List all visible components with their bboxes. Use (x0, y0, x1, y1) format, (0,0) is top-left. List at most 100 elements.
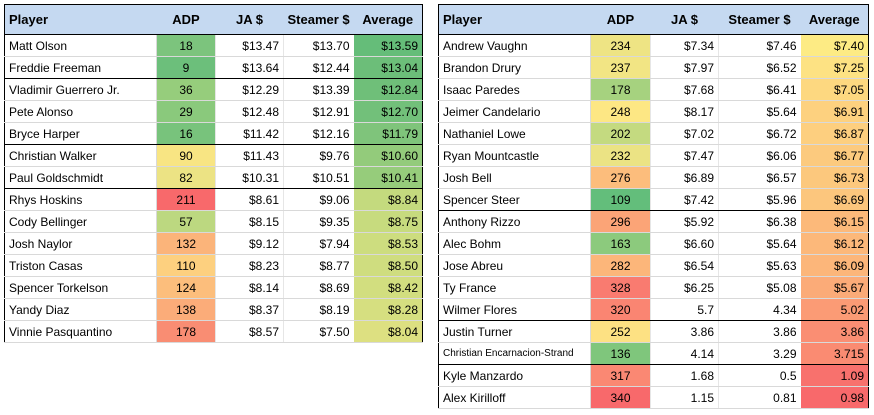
steamer-value-cell: $7.94 (283, 232, 354, 255)
table-row: Andrew Vaughn 234 $7.34 $7.46 $7.40 (438, 34, 869, 57)
average-value-cell: $6.91 (800, 100, 869, 123)
player-cell: Jeimer Candelario (438, 100, 591, 123)
steamer-value-cell: $5.96 (718, 188, 801, 211)
table-row: Brandon Drury 237 $7.97 $6.52 $7.25 (438, 56, 869, 79)
table-row: Alex Kirilloff 340 1.15 0.81 0.98 (438, 386, 869, 409)
table-row: Spencer Torkelson 124 $8.14 $8.69 $8.42 (4, 276, 423, 299)
steamer-value-cell: $7.46 (718, 34, 801, 57)
table-row: Bryce Harper 16 $11.42 $12.16 $11.79 (4, 122, 423, 145)
player-cell: Wilmer Flores (438, 298, 591, 321)
average-value-cell: $6.09 (800, 254, 869, 277)
ja-value-cell: $6.54 (650, 254, 719, 277)
adp-cell: 109 (590, 188, 651, 211)
table-row: Kyle Manzardo 317 1.68 0.5 1.09 (438, 364, 869, 387)
ja-value-cell: 1.15 (650, 386, 719, 409)
ja-value-cell: 1.68 (650, 364, 719, 387)
header-ja: JA $ (650, 4, 719, 35)
ja-value-cell: $12.48 (215, 100, 284, 123)
header-ja: JA $ (215, 4, 284, 35)
adp-cell: 276 (590, 166, 651, 189)
player-cell: Jose Abreu (438, 254, 591, 277)
table-row: Matt Olson 18 $13.47 $13.70 $13.59 (4, 34, 423, 57)
header-player: Player (438, 4, 591, 35)
player-cell: Cody Bellinger (4, 210, 157, 233)
steamer-value-cell: $6.57 (718, 166, 801, 189)
adp-cell: 296 (590, 210, 651, 233)
player-cell: Kyle Manzardo (438, 364, 591, 387)
table-row: Triston Casas 110 $8.23 $8.77 $8.50 (4, 254, 423, 277)
adp-cell: 163 (590, 232, 651, 255)
ja-value-cell: $13.64 (215, 56, 284, 79)
steamer-value-cell: $6.06 (718, 144, 801, 167)
ja-value-cell: $8.17 (650, 100, 719, 123)
table-row: Yandy Diaz 138 $8.37 $8.19 $8.28 (4, 298, 423, 321)
steamer-value-cell: $12.16 (283, 122, 354, 145)
table-row: Spencer Steer 109 $7.42 $5.96 $6.69 (438, 188, 869, 211)
average-value-cell: $10.41 (353, 166, 423, 189)
player-cell: Paul Goldschmidt (4, 166, 157, 189)
steamer-value-cell: $13.70 (283, 34, 354, 57)
average-value-cell: $8.50 (353, 254, 423, 277)
header-adp: ADP (590, 4, 651, 35)
player-cell: Ryan Mountcastle (438, 144, 591, 167)
table-row: Ryan Mountcastle 232 $7.47 $6.06 $6.77 (438, 144, 869, 167)
average-value-cell: $6.77 (800, 144, 869, 167)
average-value-cell: $6.73 (800, 166, 869, 189)
average-value-cell: $10.60 (353, 144, 423, 167)
steamer-value-cell: $7.50 (283, 320, 354, 343)
steamer-value-cell: 3.86 (718, 320, 801, 343)
adp-cell: 211 (156, 188, 216, 211)
ja-value-cell: $8.61 (215, 188, 284, 211)
average-value-cell: 3.86 (800, 320, 869, 343)
average-value-cell: 5.02 (800, 298, 869, 321)
adp-cell: 82 (156, 166, 216, 189)
average-value-cell: $5.67 (800, 276, 869, 299)
player-cell: Brandon Drury (438, 56, 591, 79)
table-row: Christian Walker 90 $11.43 $9.76 $10.60 (4, 144, 423, 167)
player-cell: Matt Olson (4, 34, 157, 57)
adp-cell: 124 (156, 276, 216, 299)
adp-cell: 136 (590, 342, 651, 365)
adp-cell: 248 (590, 100, 651, 123)
ja-value-cell: $8.14 (215, 276, 284, 299)
table-row: Isaac Paredes 178 $7.68 $6.41 $7.05 (438, 78, 869, 101)
steamer-value-cell: $8.19 (283, 298, 354, 321)
table-row: Anthony Rizzo 296 $5.92 $6.38 $6.15 (438, 210, 869, 233)
ja-value-cell: 5.7 (650, 298, 719, 321)
player-cell: Rhys Hoskins (4, 188, 157, 211)
steamer-value-cell: $6.72 (718, 122, 801, 145)
player-cell: Nathaniel Lowe (438, 122, 591, 145)
player-cell: Bryce Harper (4, 122, 157, 145)
right-table-body: Andrew Vaughn 234 $7.34 $7.46 $7.40 Brandon D… (438, 34, 869, 409)
table-row: Vinnie Pasquantino 178 $8.57 $7.50 $8.04 (4, 320, 423, 343)
right-ranking-table: Player ADP JA $ Steamer $ Average Andrew… (438, 4, 869, 409)
steamer-value-cell: $9.76 (283, 144, 354, 167)
steamer-value-cell: 4.34 (718, 298, 801, 321)
table-row: Ty France 328 $6.25 $5.08 $5.67 (438, 276, 869, 299)
ja-value-cell: $7.34 (650, 34, 719, 57)
steamer-value-cell: $5.63 (718, 254, 801, 277)
ja-value-cell: $11.43 (215, 144, 284, 167)
adp-cell: 16 (156, 122, 216, 145)
adp-cell: 110 (156, 254, 216, 277)
player-cell: Isaac Paredes (438, 78, 591, 101)
steamer-value-cell: 0.81 (718, 386, 801, 409)
player-cell: Spencer Steer (438, 188, 591, 211)
player-cell: Alex Kirilloff (438, 386, 591, 409)
steamer-value-cell: $6.41 (718, 78, 801, 101)
adp-cell: 9 (156, 56, 216, 79)
player-cell: Yandy Diaz (4, 298, 157, 321)
adp-cell: 252 (590, 320, 651, 343)
steamer-value-cell: $13.39 (283, 78, 354, 101)
table-row: Cody Bellinger 57 $8.15 $9.35 $8.75 (4, 210, 423, 233)
average-value-cell: $13.04 (353, 56, 423, 79)
adp-cell: 232 (590, 144, 651, 167)
adp-cell: 138 (156, 298, 216, 321)
table-row: Wilmer Flores 320 5.7 4.34 5.02 (438, 298, 869, 321)
adp-cell: 202 (590, 122, 651, 145)
player-cell: Anthony Rizzo (438, 210, 591, 233)
table-row: Josh Naylor 132 $9.12 $7.94 $8.53 (4, 232, 423, 255)
ja-value-cell: 4.14 (650, 342, 719, 365)
steamer-value-cell: $8.77 (283, 254, 354, 277)
ja-value-cell: $8.57 (215, 320, 284, 343)
